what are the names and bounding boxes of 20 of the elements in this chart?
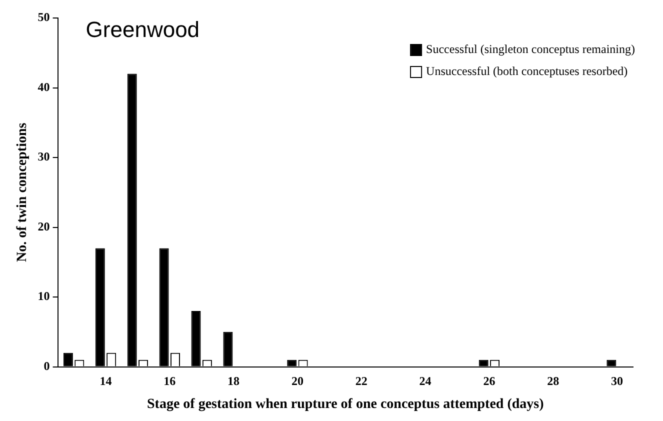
chart-title: Greenwood	[86, 17, 200, 42]
x-tick-label: 18	[228, 374, 240, 388]
y-tick-label: 40	[38, 80, 50, 94]
y-tick-label: 50	[38, 10, 50, 24]
y-tick-label: 20	[38, 219, 50, 234]
x-axis-title: Stage of gestation when rupture of one conceptus attempted (days)	[147, 397, 544, 412]
y-tick-label: 10	[38, 289, 50, 304]
x-tick-label: 16	[164, 374, 176, 388]
x-tick-label: 26	[483, 374, 496, 388]
x-tick-label: 30	[611, 374, 624, 388]
y-tick-label: 0	[44, 358, 50, 373]
legend-label: Unsuccessful (both conceptuses resorbed)	[426, 64, 628, 78]
x-tick-label: 20	[291, 374, 304, 388]
legend-label: Successful (singleton conceptus remaining)	[426, 42, 636, 56]
y-axis-title: No. of twin conceptions	[15, 122, 30, 262]
x-tick-label: 24	[419, 374, 432, 388]
x-tick-label: 22	[355, 374, 368, 388]
x-tick-label: 14	[100, 374, 112, 388]
y-tick-label: 30	[38, 150, 50, 164]
x-tick-label: 28	[547, 374, 560, 388]
